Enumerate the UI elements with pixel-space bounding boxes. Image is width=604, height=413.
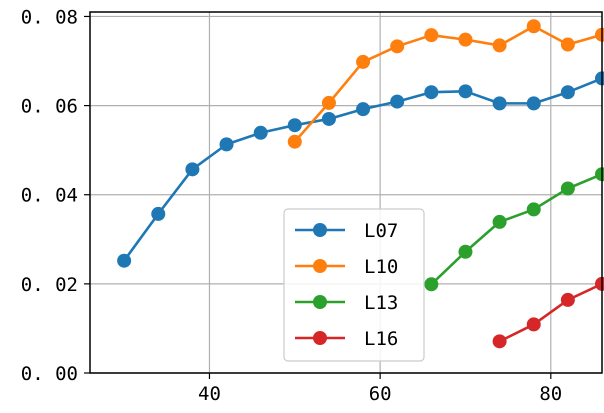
data-point — [526, 96, 541, 111]
legend-item-l13: L13 — [295, 292, 398, 314]
y-tick-label: 0. 04 — [21, 185, 78, 207]
data-point — [560, 181, 575, 196]
data-point — [560, 292, 575, 307]
data-point — [253, 125, 268, 140]
y-tick-label: 0. 02 — [21, 274, 78, 296]
legend-label: L10 — [364, 256, 398, 278]
x-tick-label: 40 — [198, 383, 221, 405]
legend-marker — [313, 295, 327, 309]
legend-label: L16 — [364, 328, 398, 350]
legend-box — [283, 208, 425, 362]
data-point — [526, 19, 541, 34]
data-point — [560, 37, 575, 52]
series-line — [293, 24, 603, 143]
x-tick-label: 60 — [369, 383, 392, 405]
x-tick-label: 80 — [539, 383, 562, 405]
data-point — [287, 134, 302, 149]
series-l13 — [424, 167, 604, 292]
data-point — [219, 137, 234, 152]
legend-marker — [313, 223, 327, 237]
data-point — [390, 39, 405, 54]
legend-item-l10: L10 — [295, 256, 398, 278]
series-line — [430, 173, 603, 286]
series-l07 — [117, 71, 604, 268]
legend-label: L07 — [364, 220, 398, 242]
data-point — [458, 244, 473, 259]
data-point — [151, 206, 166, 221]
legend-item-l07: L07 — [295, 220, 398, 242]
data-point — [424, 28, 439, 43]
series-l16 — [492, 276, 604, 349]
y-tick-label: 0. 06 — [21, 96, 78, 118]
data-point — [287, 118, 302, 133]
legend-marker — [313, 259, 327, 273]
legend-item-l16: L16 — [295, 328, 398, 350]
data-point — [526, 202, 541, 217]
data-point — [356, 102, 371, 117]
data-point — [117, 253, 132, 268]
legend: L07 L10 L13 L16 — [283, 208, 425, 362]
series-l10 — [287, 19, 604, 149]
y-tick-label: 0. 08 — [21, 6, 78, 28]
legend-label: L13 — [364, 292, 398, 314]
data-point — [458, 84, 473, 99]
series-line — [499, 282, 603, 343]
y-axis: 0. 00 0. 02 0. 04 0. 06 0. 08 — [21, 6, 90, 385]
data-point — [321, 95, 336, 110]
data-point — [424, 277, 439, 292]
data-point — [185, 162, 200, 177]
data-point — [526, 317, 541, 332]
data-point — [492, 214, 507, 229]
data-point — [492, 96, 507, 111]
x-axis: 40 60 80 — [198, 373, 562, 405]
plot-frame — [89, 11, 603, 374]
data-point — [390, 94, 405, 109]
series-layer — [117, 19, 604, 349]
data-point — [424, 85, 439, 100]
legend-marker — [313, 331, 327, 345]
y-tick-label: 0. 00 — [21, 363, 78, 385]
data-point — [492, 38, 507, 53]
data-point — [458, 32, 473, 47]
data-point — [492, 334, 507, 349]
data-point — [356, 54, 371, 69]
data-point — [321, 111, 336, 126]
data-point — [560, 85, 575, 100]
